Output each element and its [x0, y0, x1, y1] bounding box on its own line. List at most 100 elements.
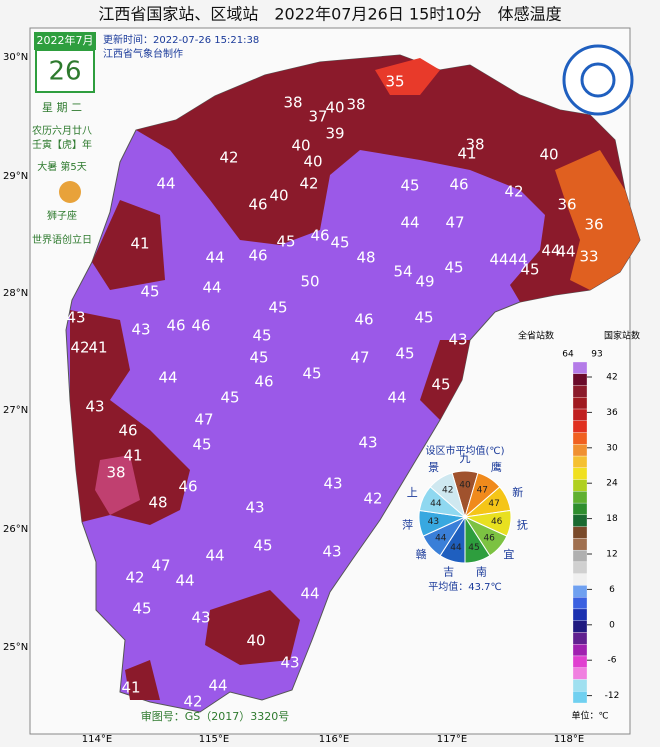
pie-label: 赣 [416, 547, 427, 561]
pie-slice [429, 472, 466, 519]
station-value: 36 [557, 196, 576, 214]
solar-term: 大暑 第5天 [37, 160, 87, 173]
hot-zone-north [136, 55, 640, 302]
approval: 审图号：GS（2017）3320号 [141, 709, 290, 723]
station-value: 40 [269, 187, 288, 205]
pie-value: 42 [442, 486, 453, 496]
pie-label: 上 [407, 486, 418, 499]
pie-label: 抚 [517, 517, 528, 531]
station-value: 44 [508, 251, 527, 269]
station-value: 44 [541, 242, 560, 260]
station-value: 45 [220, 389, 239, 407]
hot-zone-southeast [420, 340, 470, 420]
color-swatch [572, 526, 588, 539]
pie-label: 南 [476, 566, 487, 579]
station-value: 45 [330, 234, 349, 252]
color-tick-label: 24 [606, 479, 618, 489]
station-value: 45 [253, 537, 272, 555]
station-value: 44 [556, 243, 575, 261]
station-value: 47 [350, 349, 369, 367]
station-value: 44 [400, 214, 419, 232]
station-value: 43 [66, 309, 85, 327]
national-count: 93 [591, 350, 602, 360]
station-value: 46 [354, 311, 373, 329]
pie-label: 景 [428, 461, 439, 474]
color-swatch [572, 373, 588, 386]
pie-title: 设区市平均值(℃) [425, 444, 504, 457]
station-value: 44 [158, 369, 177, 387]
station-value: 46 [449, 176, 468, 194]
color-swatch [572, 455, 588, 468]
station-value: 43 [85, 398, 104, 416]
pie-label: 萍 [402, 518, 413, 531]
longitude-label: 116°E [319, 734, 349, 745]
station-value: 46 [166, 317, 185, 335]
station-value: 48 [148, 494, 167, 512]
station-value: 45 [252, 327, 271, 345]
station-value: 42 [219, 149, 238, 167]
station-value: 43 [131, 321, 150, 339]
station-value: 45 [395, 345, 414, 363]
color-swatch [572, 667, 588, 680]
station-value: 44 [387, 389, 406, 407]
color-tick-label: 42 [606, 373, 617, 383]
station-value: 54 [393, 263, 412, 281]
year-name: 壬寅【虎】年 [32, 138, 92, 151]
hot-zone-south-tip [125, 660, 160, 700]
pie-label: 鹰 [491, 460, 502, 474]
station-value: 33 [579, 248, 598, 266]
station-value: 47 [445, 214, 464, 232]
station-value: 43 [358, 434, 377, 452]
station-value: 44 [205, 249, 224, 267]
station-value: 40 [303, 153, 322, 171]
calendar-day-box [35, 49, 95, 93]
latitude-label: 25°N [3, 642, 28, 653]
station-value: 38 [106, 464, 125, 482]
pie-value: 47 [477, 486, 488, 496]
longitude-label: 117°E [437, 734, 467, 745]
lunar-date: 农历六月廿八 [32, 124, 92, 137]
station-value: 45 [132, 600, 151, 618]
station-value: 45 [268, 299, 287, 317]
station-value: 45 [249, 349, 268, 367]
provincial-header: 全省站数 [518, 330, 554, 342]
color-swatch [572, 538, 588, 551]
color-swatch [572, 385, 588, 398]
station-value: 43 [191, 609, 210, 627]
latitude-label: 28°N [3, 288, 28, 299]
station-value: 37 [308, 108, 327, 126]
color-swatch [572, 408, 588, 421]
color-swatch [572, 432, 588, 445]
station-value: 44 [175, 572, 194, 590]
latitude-label: 27°N [3, 405, 28, 416]
calendar-month: 2022年7月 [37, 33, 94, 47]
color-swatch [572, 561, 588, 574]
color-swatch [572, 420, 588, 433]
color-swatch [572, 691, 588, 704]
color-tick-label: 18 [606, 514, 618, 524]
station-value: 46 [254, 373, 273, 391]
color-tick-label: 30 [606, 443, 618, 453]
pie-label: 九 [460, 452, 471, 465]
station-value: 43 [280, 654, 299, 672]
latitude-label: 29°N [3, 171, 28, 182]
station-value: 45 [302, 365, 321, 383]
station-value: 43 [245, 499, 264, 517]
station-value: 48 [356, 249, 375, 267]
color-tick-label: -6 [608, 656, 617, 666]
station-value: 45 [444, 259, 463, 277]
color-swatch [572, 467, 588, 480]
station-value: 44 [489, 251, 508, 269]
station-value: 40 [291, 137, 310, 155]
pie-value: 44 [450, 543, 462, 553]
color-swatch [572, 585, 588, 598]
pie-label: 吉 [443, 566, 454, 579]
hot-zone-pink [95, 455, 140, 515]
station-value: 39 [325, 125, 344, 143]
logo [562, 44, 634, 116]
station-value: 35 [385, 73, 404, 91]
national-header: 国家站数 [604, 330, 640, 342]
station-value: 40 [539, 146, 558, 164]
station-value: 47 [151, 557, 170, 575]
color-swatch [572, 397, 588, 410]
